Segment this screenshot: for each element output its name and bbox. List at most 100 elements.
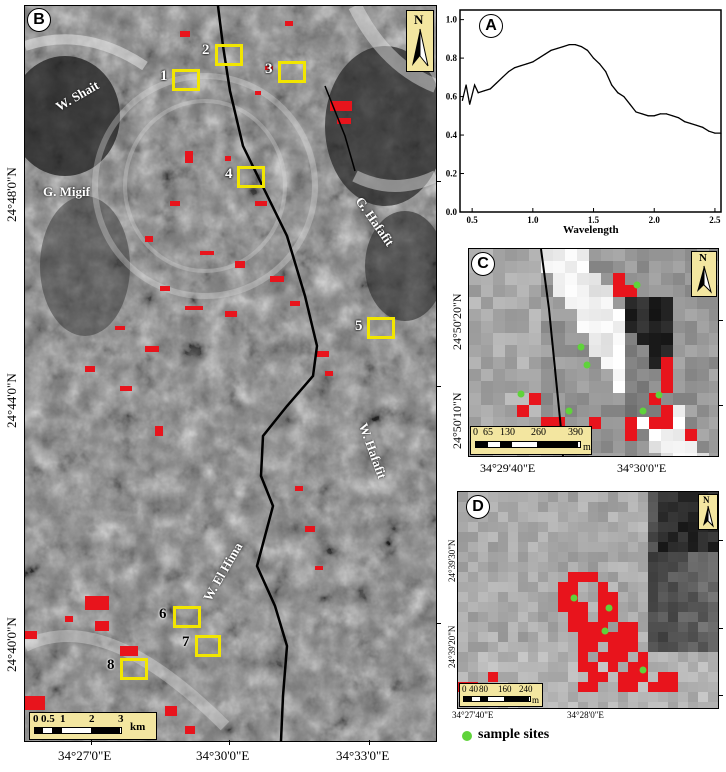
- spectrum-point: [641, 113, 643, 115]
- alteration-pixel: [618, 672, 628, 682]
- spectrum-point: [562, 45, 564, 48]
- north-arrow-icon: [412, 28, 429, 67]
- alteration-pixel: [658, 682, 668, 692]
- site-number-7: 7: [182, 634, 190, 650]
- sample-site-marker[interactable]: [577, 343, 585, 351]
- scale-d-tick-40: 40: [469, 684, 478, 694]
- site-box-5[interactable]: [367, 317, 395, 339]
- alteration-pixel: [588, 572, 598, 582]
- sample-site-marker[interactable]: [605, 604, 613, 612]
- north-label-c: N: [699, 252, 707, 264]
- sample-site-marker[interactable]: [639, 407, 647, 415]
- alteration-pixel: [668, 682, 678, 692]
- alteration-pixel: [638, 672, 648, 682]
- spectrum-point: [659, 113, 661, 115]
- spectrum-point: [544, 53, 546, 55]
- spectrum-point: [690, 122, 692, 125]
- spectrum-point: [469, 103, 471, 105]
- alteration-pixel: [578, 652, 588, 662]
- sample-site-marker[interactable]: [601, 627, 609, 635]
- scale-d-tick-160: 160: [498, 684, 512, 694]
- x-tick-label: 1.0: [527, 215, 539, 225]
- inset-d-lon-0: 34°28'0"E: [567, 710, 604, 720]
- north-arrow-b: N: [406, 10, 434, 72]
- alteration-pixel: [588, 672, 598, 682]
- sample-site-marker[interactable]: [655, 391, 663, 399]
- sample-site-marker[interactable]: [517, 390, 525, 398]
- alteration-pixel: [628, 632, 638, 642]
- site-box-7[interactable]: [195, 635, 221, 657]
- site-box-1[interactable]: [172, 69, 200, 91]
- alteration-pixel: [598, 652, 608, 662]
- alteration-pixel: [598, 632, 608, 642]
- site-number-2: 2: [202, 42, 210, 58]
- alteration-pixel: [598, 672, 608, 682]
- spectrum-point: [465, 84, 467, 86]
- spectrum-chart: 0.0 0.2 0.4 0.6 0.8 1.0 0.5 1.0 1.5 2.0 2.5: [446, 9, 722, 225]
- site-box-4[interactable]: [237, 166, 265, 188]
- sample-site-marker[interactable]: [633, 281, 641, 289]
- spectrum-point: [483, 90, 485, 92]
- site-box-2[interactable]: [215, 44, 243, 66]
- alteration-pixel: [613, 285, 625, 297]
- alteration-pixel: [661, 405, 673, 417]
- alteration-pixel: [618, 622, 628, 632]
- inset-d-lat-20: 24°39'20"N: [447, 625, 457, 668]
- sample-site-legend-icon: [462, 731, 472, 741]
- north-arrow-c: N: [691, 251, 717, 297]
- spectrum-point: [580, 45, 582, 48]
- site-box-3[interactable]: [278, 61, 306, 83]
- site-number-8: 8: [107, 657, 115, 673]
- alteration-pixel: [589, 417, 601, 429]
- site-number-6: 6: [159, 606, 167, 622]
- sample-site-marker[interactable]: [639, 666, 647, 674]
- sample-site-marker[interactable]: [570, 594, 578, 602]
- spectrum-point: [635, 111, 637, 113]
- alteration-pixel: [608, 632, 618, 642]
- inset-d-image: [458, 492, 718, 708]
- spectrum-point: [532, 61, 534, 63]
- lon-label-33: 34°33'0"E: [336, 748, 390, 763]
- site-box-6[interactable]: [173, 606, 201, 628]
- north-arrow-c-icon: [697, 265, 712, 294]
- scale-bar-c: 0 65 130 260 390 m: [470, 426, 592, 455]
- scale-bar-b: 0 0.5 1 2 3 km: [29, 712, 157, 740]
- scale-tick-3: 3: [118, 713, 124, 725]
- spectrum-point: [629, 103, 631, 105]
- spectrum-point: [538, 57, 540, 59]
- spectrum-point: [647, 115, 649, 117]
- spectrum-point: [708, 130, 710, 132]
- scale-c-tick-0: 0: [473, 427, 478, 438]
- main-map-image: [25, 6, 436, 741]
- spectrum-point: [501, 76, 504, 78]
- site-number-3: 3: [265, 61, 273, 77]
- sample-site-marker[interactable]: [583, 361, 591, 369]
- alteration-pixel: [661, 357, 673, 369]
- scale-d-tick-240: 240: [519, 684, 533, 694]
- alteration-pixel: [625, 417, 637, 429]
- alteration-pixel: [608, 652, 618, 662]
- alteration-pixel: [628, 622, 638, 632]
- north-label-d: N: [703, 495, 710, 505]
- alteration-pixel: [558, 582, 568, 592]
- spectrum-point: [617, 92, 619, 94]
- inset-c-lat-10: 24°50'10"N: [450, 392, 464, 449]
- panel-c-badge: C: [471, 252, 495, 276]
- alteration-pixel: [529, 393, 541, 405]
- alteration-pixel: [578, 642, 588, 652]
- north-label-b: N: [414, 12, 424, 27]
- chart-plot-frame: [459, 9, 722, 213]
- scale-d-tick-80: 80: [479, 684, 488, 694]
- alteration-pixel: [568, 622, 578, 632]
- legend-label: sample sites: [478, 727, 550, 742]
- spectrum-point: [473, 84, 476, 86]
- alteration-pixel: [598, 612, 608, 622]
- scale-tick-2: 2: [89, 713, 95, 725]
- lon-label-27: 34°27'0"E: [58, 748, 112, 763]
- alteration-pixel: [685, 429, 697, 441]
- spectrum-point: [605, 70, 607, 73]
- spectrum-point: [714, 132, 716, 134]
- sample-site-marker[interactable]: [565, 407, 573, 415]
- site-box-8[interactable]: [120, 658, 148, 680]
- alteration-pixel: [578, 682, 588, 692]
